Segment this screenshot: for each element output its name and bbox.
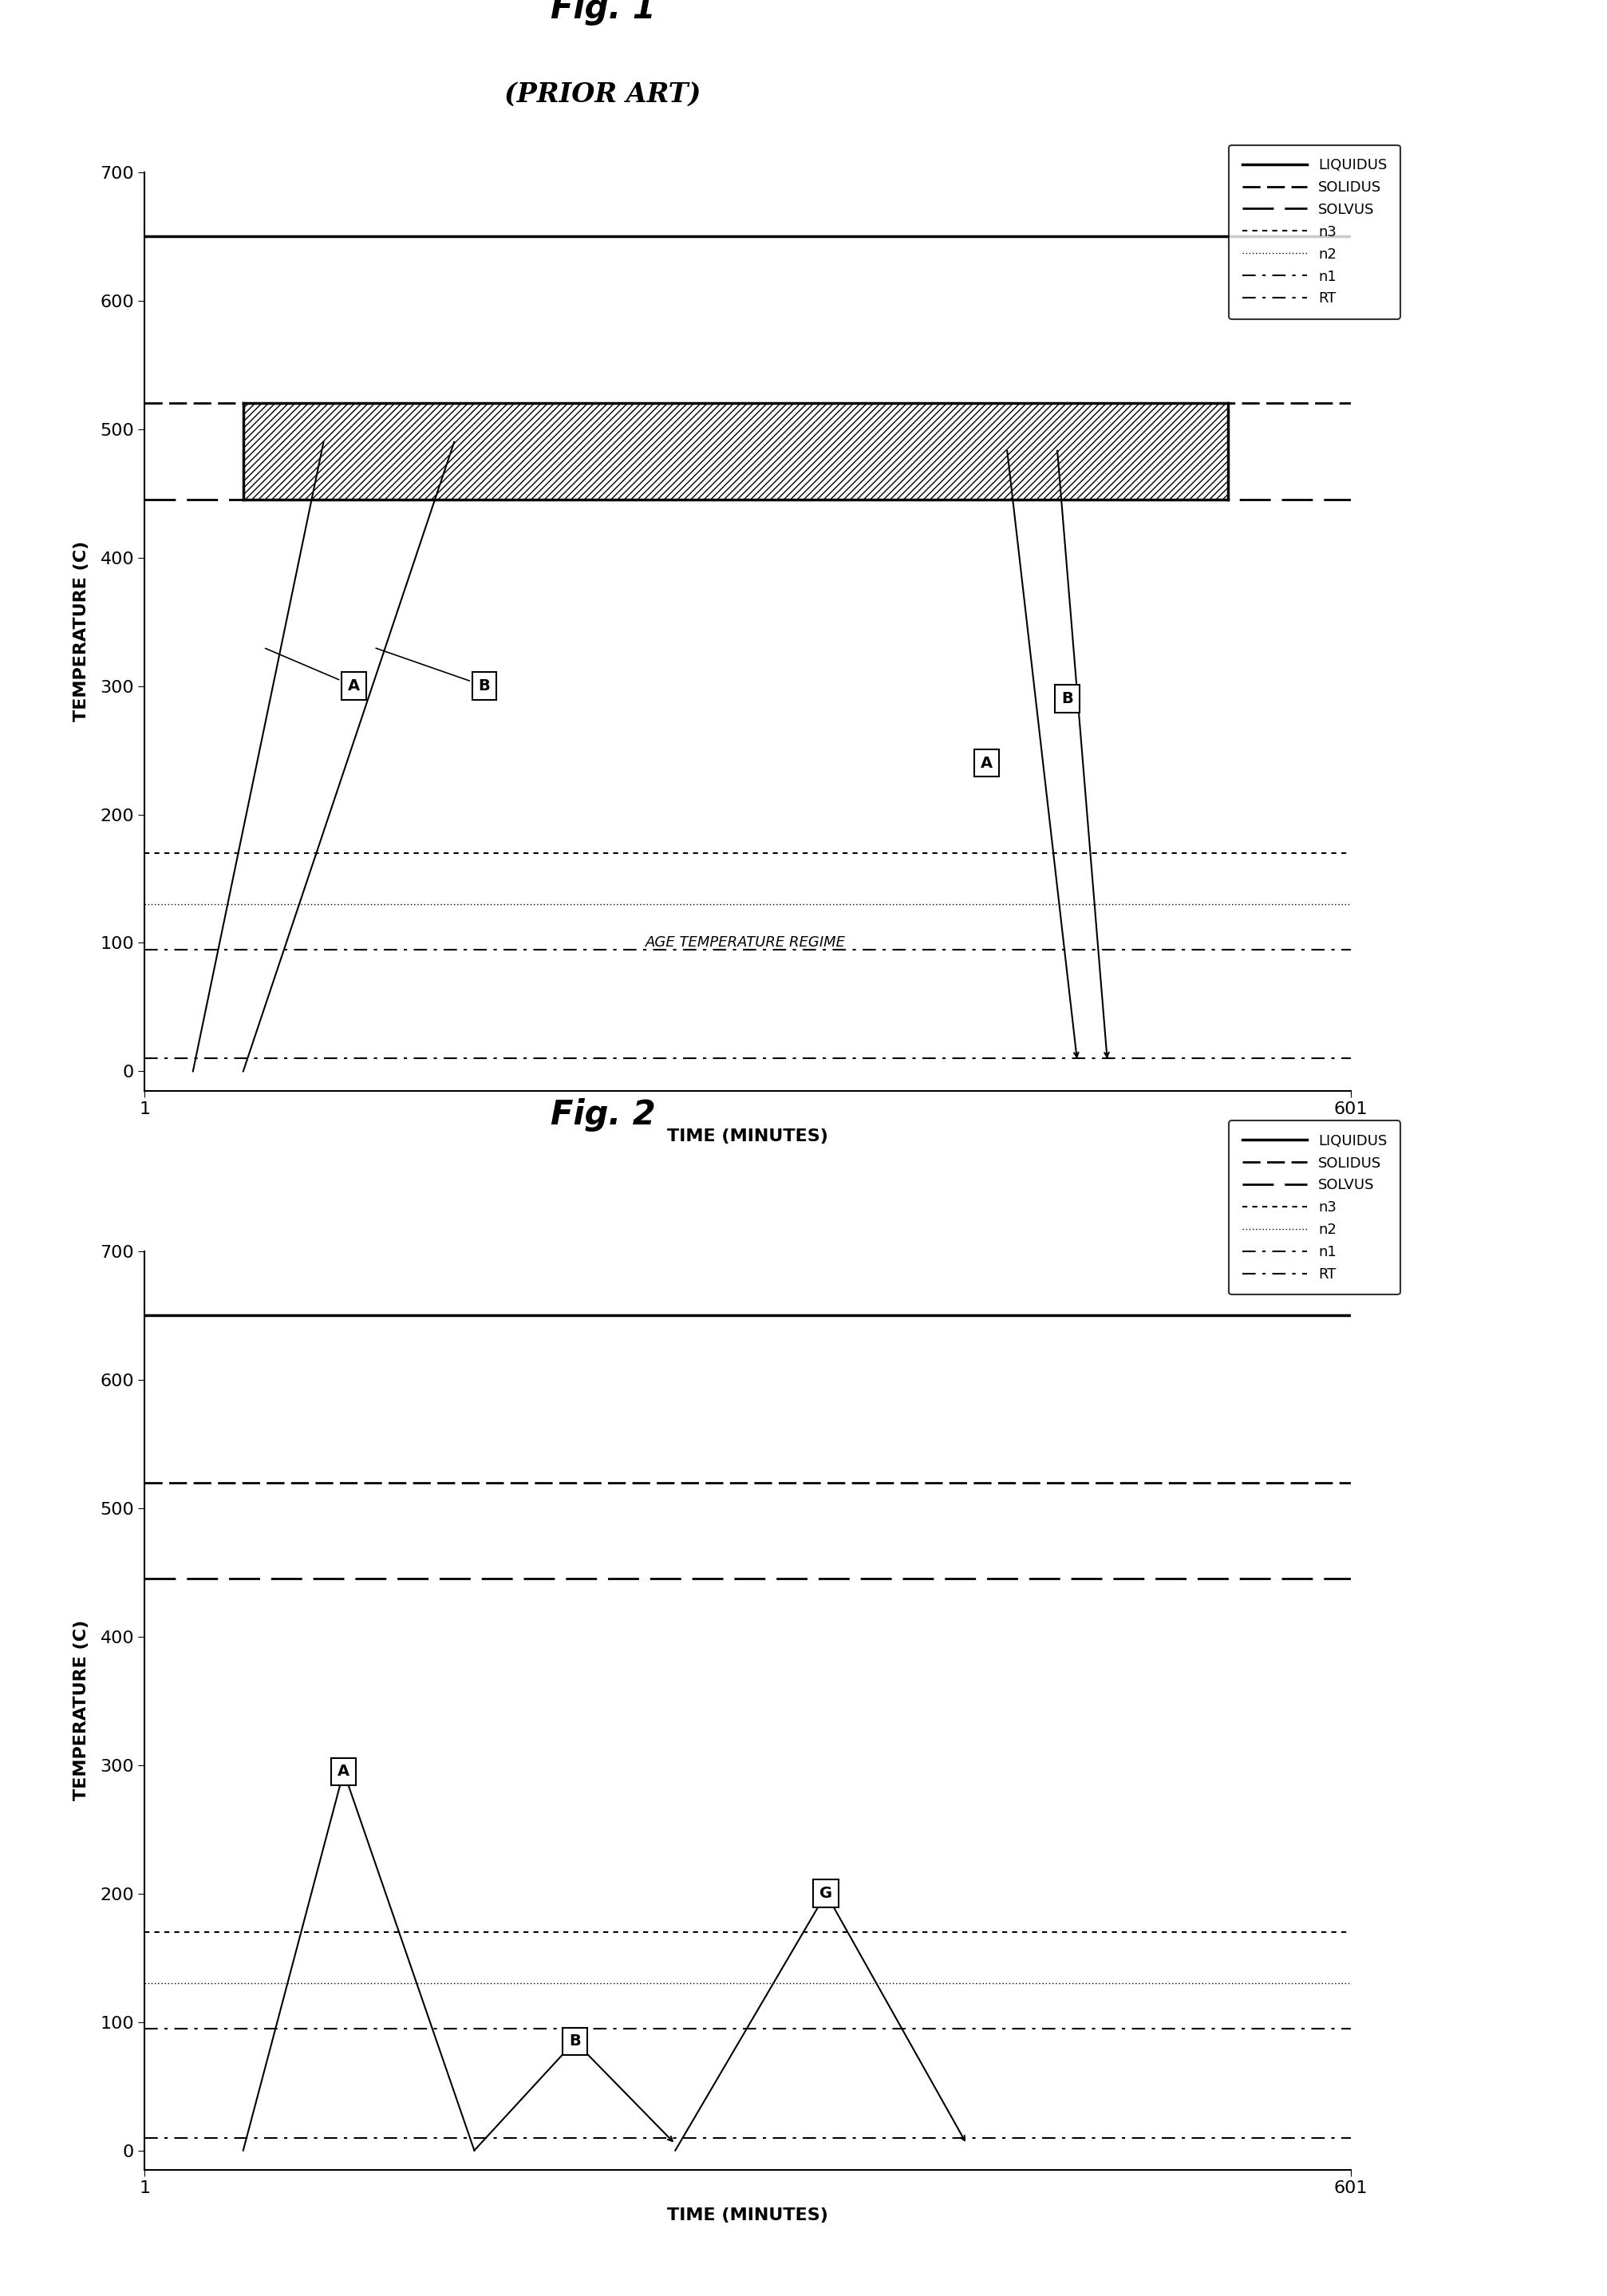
Text: A: A [265, 647, 360, 693]
Text: B: B [376, 647, 490, 693]
Legend: LIQUIDUS, SOLIDUS, SOLVUS, n3, n2, n1, RT: LIQUIDUS, SOLIDUS, SOLVUS, n3, n2, n1, R… [1228, 145, 1400, 319]
Text: A: A [980, 755, 993, 771]
Text: Fig. 2: Fig. 2 [550, 1097, 656, 1132]
Text: (PRIOR ART): (PRIOR ART) [505, 83, 701, 108]
Y-axis label: TEMPERATURE (C): TEMPERATURE (C) [72, 542, 88, 721]
Text: G: G [820, 1885, 832, 1901]
X-axis label: TIME (MINUTES): TIME (MINUTES) [667, 2206, 828, 2223]
Legend: LIQUIDUS, SOLIDUS, SOLVUS, n3, n2, n1, RT: LIQUIDUS, SOLIDUS, SOLVUS, n3, n2, n1, R… [1228, 1120, 1400, 1295]
Text: B: B [1061, 691, 1072, 707]
Text: B: B [569, 2034, 580, 2048]
Y-axis label: TEMPERATURE (C): TEMPERATURE (C) [72, 1621, 88, 1800]
X-axis label: TIME (MINUTES): TIME (MINUTES) [667, 1127, 828, 1143]
Text: AGE TEMPERATURE REGIME: AGE TEMPERATURE REGIME [644, 937, 845, 951]
Text: Fig. 1: Fig. 1 [550, 0, 656, 25]
Text: A: A [337, 1763, 350, 1779]
